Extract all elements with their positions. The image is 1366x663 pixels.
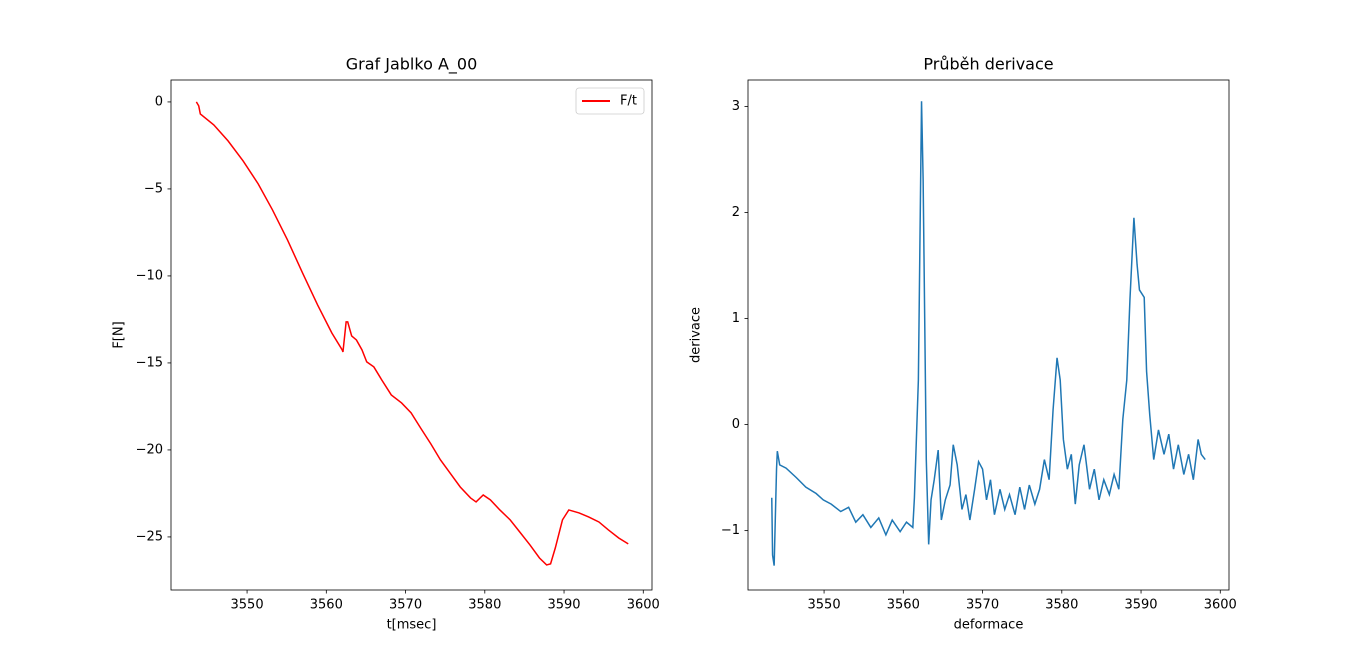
y-axis-label: derivace [689,307,704,363]
y-axis-label: F[N] [112,321,127,348]
x-tick-label: 3550 [808,598,841,613]
x-tick-label: 3590 [1124,598,1157,613]
x-tick-label: 3580 [468,598,501,613]
x-tick-label: 3590 [547,598,580,613]
data-line [195,101,629,566]
legend-label: F/t [620,94,637,109]
x-tick-label: 3600 [627,598,660,613]
axes-frame [170,79,653,591]
chart-title: Průběh derivace [923,55,1053,74]
y-tick-label: 3 [732,99,740,114]
y-tick-label: −10 [136,268,163,283]
y-tick-label: 0 [732,417,740,432]
y-tick-label: −25 [136,529,163,544]
y-tick-label: 0 [155,94,163,109]
y-tick-label: −15 [136,355,163,370]
y-tick-label: 1 [732,311,740,326]
x-axis-label: t[msec] [387,618,437,633]
x-tick-label: 3560 [310,598,343,613]
data-line [771,101,1206,566]
x-tick-label: 3570 [966,598,999,613]
x-tick-label: 3550 [231,598,264,613]
y-tick-label: −1 [721,523,740,538]
axes-frame [747,79,1230,591]
x-tick-label: 3560 [887,598,920,613]
chart-title: Graf Jablko A_00 [346,55,478,75]
y-tick-label: −20 [136,442,163,457]
y-tick-label: 2 [732,205,740,220]
y-tick-label: −5 [144,181,163,196]
x-tick-label: 3580 [1045,598,1078,613]
x-tick-label: 3570 [389,598,422,613]
x-axis-label: deformace [954,618,1024,633]
x-tick-label: 3600 [1204,598,1237,613]
